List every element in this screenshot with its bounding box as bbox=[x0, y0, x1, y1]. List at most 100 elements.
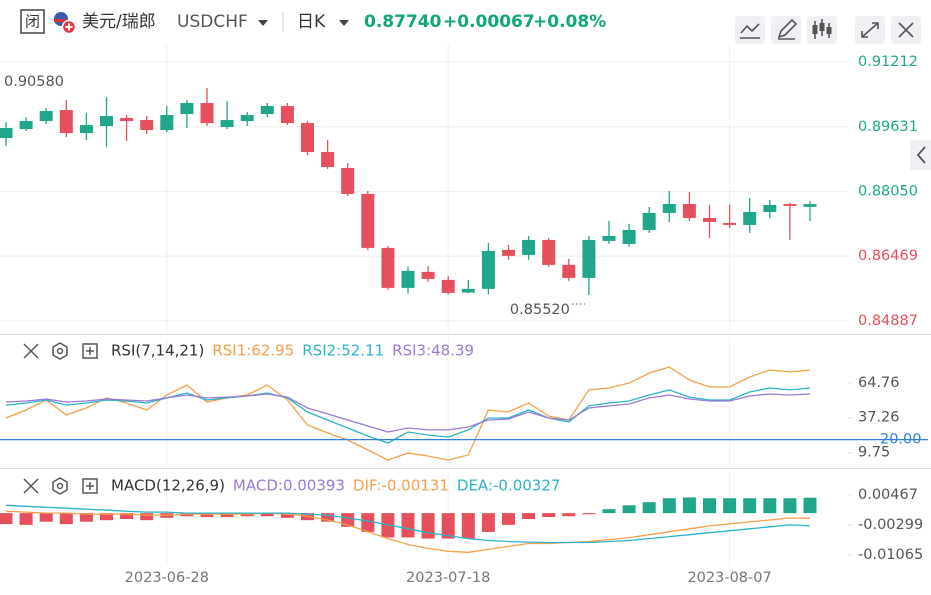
candle-body bbox=[502, 249, 515, 256]
histogram-bar bbox=[19, 513, 33, 525]
candle-body bbox=[662, 203, 676, 213]
threshold-label: 20.00 bbox=[880, 432, 922, 448]
x-tick-label: 2023-08-07 bbox=[687, 570, 771, 586]
indicator-line bbox=[5, 393, 811, 433]
histogram-bar bbox=[562, 513, 576, 517]
candle-body bbox=[19, 121, 33, 130]
candle-body bbox=[341, 168, 355, 194]
histogram-bar bbox=[39, 513, 53, 522]
candle-body bbox=[682, 203, 696, 218]
candle-body bbox=[803, 204, 817, 207]
side-panel-arrow[interactable] bbox=[916, 146, 926, 164]
candle-body bbox=[481, 250, 495, 289]
legend-entry: RSI2:52.11 bbox=[302, 342, 384, 360]
candle-body bbox=[542, 239, 556, 265]
histogram-bar bbox=[361, 513, 375, 532]
histogram-bar bbox=[743, 498, 757, 514]
histogram-bar bbox=[481, 513, 495, 532]
candle-body bbox=[140, 120, 154, 131]
flag-icon bbox=[54, 12, 77, 35]
symbol-dropdown[interactable] bbox=[258, 20, 268, 26]
histogram-bar bbox=[642, 502, 656, 514]
candle-body bbox=[180, 103, 194, 115]
candle-body bbox=[763, 204, 777, 212]
legend-entry: MACD:0.00393 bbox=[233, 477, 345, 495]
candle-body bbox=[783, 203, 797, 206]
histogram-bar bbox=[200, 513, 214, 518]
histogram-bar bbox=[79, 513, 93, 522]
candle-body bbox=[361, 193, 375, 248]
period[interactable]: 日K bbox=[297, 12, 326, 32]
histogram-bar bbox=[140, 513, 154, 521]
candle-body bbox=[200, 103, 214, 124]
histogram-bar bbox=[622, 505, 636, 514]
y-tick-label: -0.01065 bbox=[858, 547, 923, 563]
candle-body bbox=[79, 125, 93, 134]
x-tick-label: 2023-06-28 bbox=[125, 570, 209, 586]
candle-body bbox=[280, 106, 294, 124]
indicator-line bbox=[5, 366, 811, 461]
candle-body bbox=[622, 229, 636, 244]
candle-body bbox=[642, 212, 656, 230]
indicator-line bbox=[5, 387, 811, 444]
y-tick-label: 0.84887 bbox=[858, 313, 918, 329]
low-price-label: 0.85520 bbox=[510, 302, 570, 318]
histogram-bar bbox=[723, 498, 737, 514]
y-tick-label: 9.75 bbox=[858, 445, 890, 461]
candle-body bbox=[401, 270, 415, 288]
fullscreen-icon[interactable] bbox=[861, 22, 879, 38]
candle-body bbox=[441, 279, 455, 293]
histogram-bar bbox=[582, 513, 596, 515]
candle-body bbox=[743, 211, 757, 225]
candle-body bbox=[562, 264, 576, 278]
histogram-bar bbox=[0, 513, 13, 525]
histogram-bar bbox=[502, 513, 515, 525]
legend-entry: RSI3:48.39 bbox=[392, 342, 474, 360]
histogram-bar bbox=[220, 513, 234, 518]
indicator-settings[interactable] bbox=[52, 342, 68, 360]
y-tick-label: 64.76 bbox=[858, 375, 900, 391]
price-change: +0.00067 bbox=[443, 12, 535, 32]
histogram-bar bbox=[703, 498, 716, 514]
add-indicator[interactable] bbox=[82, 478, 98, 494]
x-tick-label: 2023-07-18 bbox=[406, 570, 490, 586]
y-tick-label: 0.88050 bbox=[858, 183, 918, 199]
histogram-bar bbox=[803, 497, 817, 514]
remove-indicator[interactable] bbox=[23, 478, 39, 494]
legend-entry: RSI1:62.95 bbox=[212, 342, 294, 360]
histogram-bar bbox=[321, 513, 335, 522]
candle-body bbox=[220, 120, 234, 128]
histogram-bar bbox=[542, 513, 556, 518]
period-dropdown[interactable] bbox=[339, 20, 349, 26]
add-indicator[interactable] bbox=[82, 343, 98, 359]
histogram-bar bbox=[662, 498, 676, 514]
side-panel-toggle[interactable] bbox=[910, 140, 931, 170]
close-icon-text[interactable]: 闭 bbox=[25, 13, 40, 31]
toolbar bbox=[735, 16, 921, 44]
candle-body bbox=[421, 271, 435, 279]
legend-entry: DEA:-0.00327 bbox=[457, 477, 561, 495]
draw-icon[interactable] bbox=[777, 18, 798, 40]
indicator-line bbox=[5, 510, 811, 553]
candle-body bbox=[723, 222, 737, 225]
indicator-icon[interactable] bbox=[740, 23, 760, 39]
candle-body bbox=[461, 288, 475, 293]
y-tick-label: 0.00467 bbox=[858, 487, 918, 503]
close-icon[interactable] bbox=[20, 9, 45, 34]
indicator-settings[interactable] bbox=[52, 477, 68, 495]
close-icon-x[interactable] bbox=[898, 22, 914, 38]
candle-body bbox=[381, 247, 395, 288]
histogram-bar bbox=[682, 497, 696, 514]
remove-indicator[interactable] bbox=[23, 343, 39, 359]
candle-body bbox=[703, 217, 716, 222]
symbol[interactable]: USDCHF bbox=[177, 12, 248, 32]
histogram-bar bbox=[341, 513, 355, 527]
candle-body bbox=[260, 106, 274, 115]
macd-controls bbox=[23, 477, 98, 495]
histogram-bar bbox=[100, 513, 113, 521]
candle-body bbox=[602, 235, 616, 241]
histogram-bar bbox=[260, 513, 274, 517]
y-tick-label: 0.86469 bbox=[858, 248, 918, 264]
price-change-pct: +0.08% bbox=[533, 12, 606, 32]
pair-name[interactable]: 美元/瑞郎 bbox=[82, 12, 156, 32]
